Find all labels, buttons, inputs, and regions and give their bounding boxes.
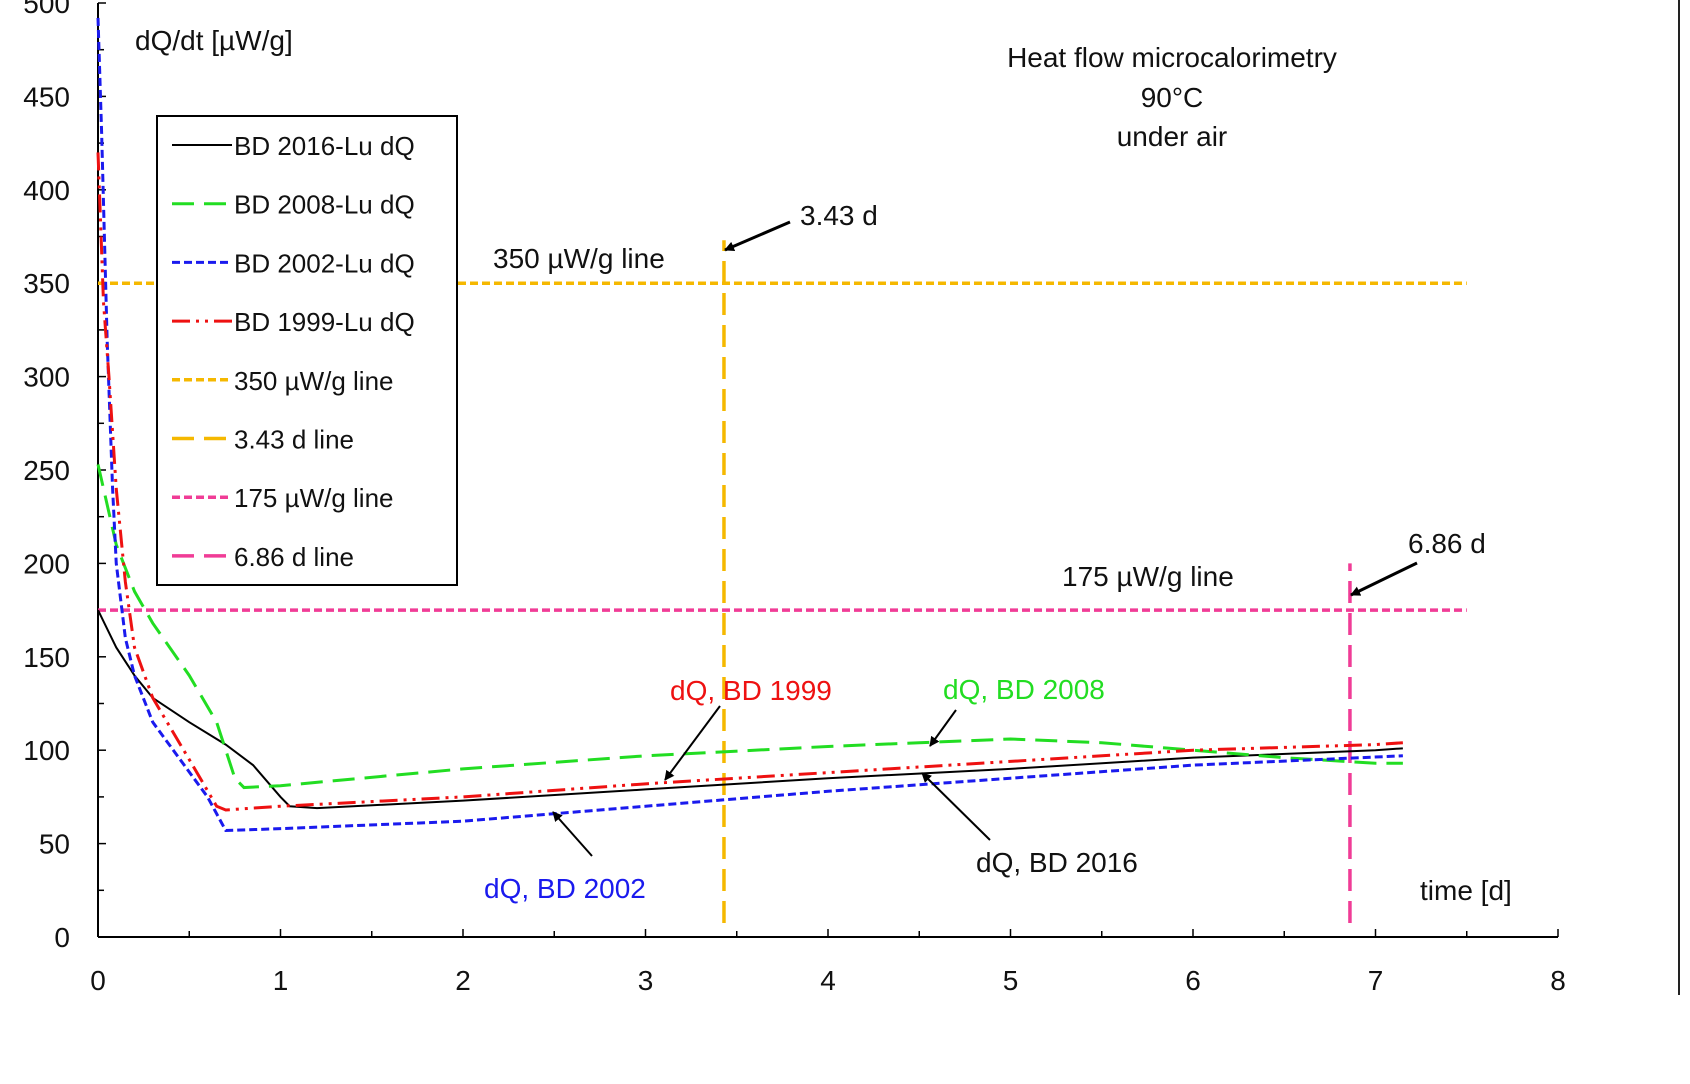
legend-label: 350 µW/g line xyxy=(234,366,394,396)
y-tick-label: 500 xyxy=(23,0,70,19)
legend-label: BD 2016-Lu dQ xyxy=(234,131,415,161)
title-line-1: Heat flow microcalorimetry xyxy=(1007,42,1337,73)
arrow-6.86d xyxy=(1350,561,1418,597)
x-tick-label: 6 xyxy=(1185,965,1201,996)
annotation-bd2008: dQ, BD 2008 xyxy=(943,674,1105,705)
x-tick-label: 3 xyxy=(638,965,654,996)
x-tick-label: 7 xyxy=(1368,965,1384,996)
y-tick-label: 200 xyxy=(23,548,70,579)
title-line-3: under air xyxy=(1117,121,1228,152)
annotation-175-line: 175 µW/g line xyxy=(1062,561,1234,592)
y-tick-label: 400 xyxy=(23,175,70,206)
annotation-bd2002: dQ, BD 2002 xyxy=(484,873,646,904)
x-axis-label: time [d] xyxy=(1420,875,1512,906)
x-tick-label: 2 xyxy=(455,965,471,996)
y-tick-label: 150 xyxy=(23,642,70,673)
x-tick-label: 5 xyxy=(1003,965,1019,996)
annotation-bd1999: dQ, BD 1999 xyxy=(670,675,832,706)
series-lines xyxy=(96,17,1403,833)
series-line xyxy=(96,464,1403,790)
legend-label: BD 2002-Lu dQ xyxy=(234,248,415,278)
y-tick-label: 300 xyxy=(23,362,70,393)
annotation-3.43d: 3.43 d xyxy=(800,200,878,231)
chart-title: Heat flow microcalorimetry 90°C under ai… xyxy=(1007,42,1337,152)
y-axis-label: dQ/dt [µW/g] xyxy=(135,25,293,56)
annotation-6.86d: 6.86 d xyxy=(1408,528,1486,559)
annotation-350-line: 350 µW/g line xyxy=(493,243,665,274)
arrow-bd2002 xyxy=(552,811,593,857)
x-tick-label: 4 xyxy=(820,965,836,996)
legend-label: BD 2008-Lu dQ xyxy=(234,190,415,220)
y-tick-label: 50 xyxy=(39,829,70,860)
y-tick-label: 350 xyxy=(23,268,70,299)
arrow-bd1999 xyxy=(664,705,721,781)
legend-label: 3.43 d line xyxy=(234,425,354,455)
legend-label: 175 µW/g line xyxy=(234,483,394,513)
y-tick-label: 250 xyxy=(23,455,70,486)
legend-label: BD 1999-Lu dQ xyxy=(234,307,415,337)
legend: BD 2016-Lu dQ BD 2008-Lu dQ BD 2002-Lu dQ B… xyxy=(172,131,415,572)
series-line xyxy=(96,152,1403,812)
title-line-2: 90°C xyxy=(1141,82,1204,113)
axes: 0 50 100 150 200 250 300 350 400 450 500 0 1 2 3 4 5 6 7 8 xyxy=(23,0,1566,996)
legend-label: 6.86 d line xyxy=(234,542,354,572)
y-tick-label: 450 xyxy=(23,81,70,112)
series-line xyxy=(96,17,1403,833)
x-tick-label: 0 xyxy=(90,965,106,996)
annotation-bd2016: dQ, BD 2016 xyxy=(976,847,1138,878)
legend-box xyxy=(156,115,458,586)
arrow-bd2008 xyxy=(929,709,957,747)
y-tick-label: 0 xyxy=(54,922,70,953)
y-tick-label: 100 xyxy=(23,735,70,766)
x-tick-label: 1 xyxy=(273,965,289,996)
arrow-bd2016 xyxy=(921,772,991,841)
x-tick-label: 8 xyxy=(1550,965,1566,996)
arrow-3.43d xyxy=(724,220,791,252)
